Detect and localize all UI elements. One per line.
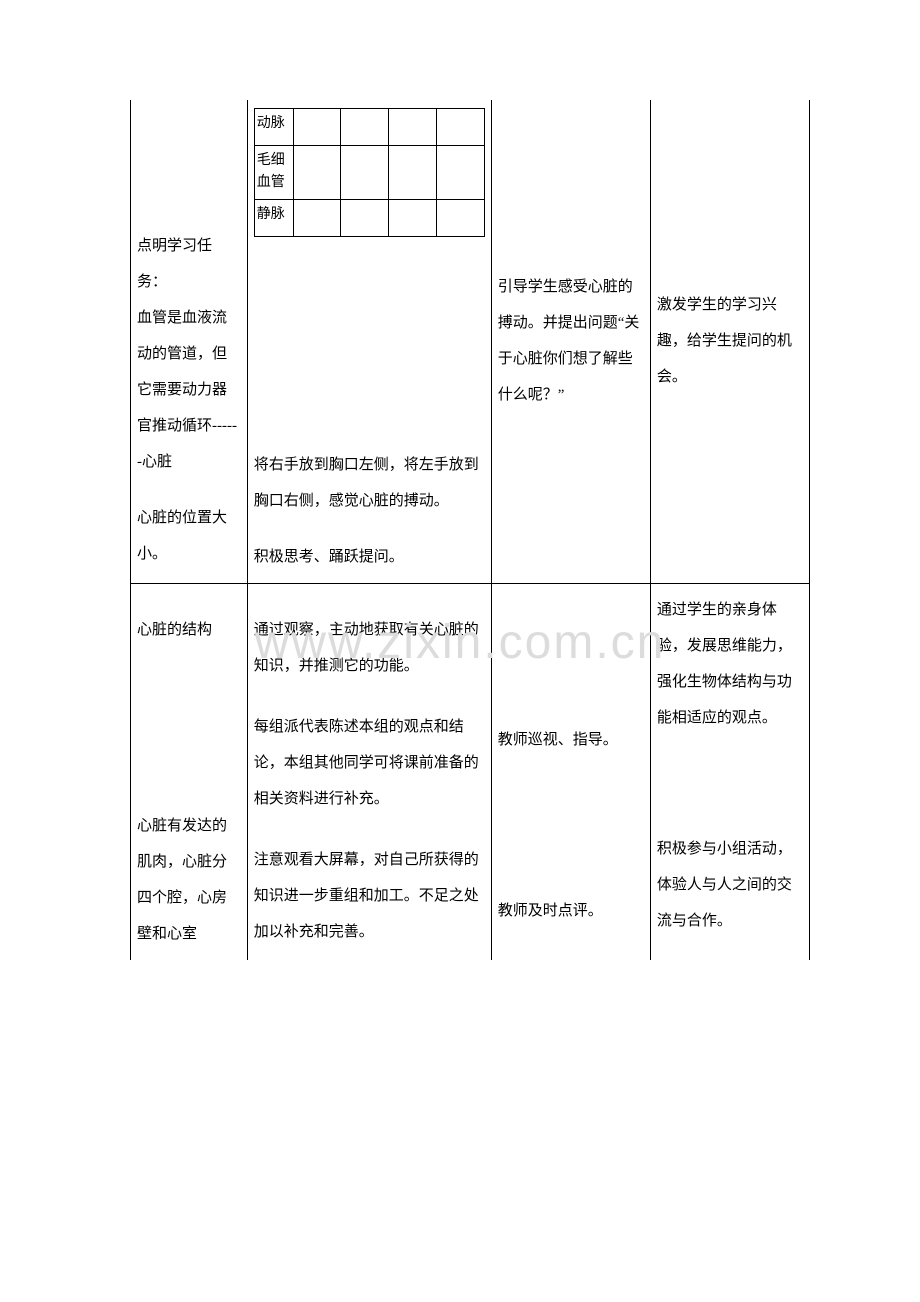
vessel-cell [436,199,484,236]
vessel-cell [436,109,484,146]
cell-student-activity: 通过观察，主动地获取有关心脏的知识，并推测它的功能。 每组派代表陈述本组的观点和… [247,583,491,960]
table-row: 点明学习任务： 血管是血液流动的管道，但它需要动力器官推动循环------心脏 … [131,100,810,583]
vessel-cell [436,146,484,200]
lesson-plan-table: 点明学习任务： 血管是血液流动的管道，但它需要动力器官推动循环------心脏 … [130,100,810,960]
vessel-cell [341,199,389,236]
activity-text: 每组派代表陈述本组的观点和结论，本组其他同学可将课前准备的相关资料进行补充。 [254,709,485,817]
document-page: www.zixin.com.cn 点明学习任务： 血管是血液流动的管道，但它需要… [0,0,920,1000]
cell-teacher-activity: 教师巡视、指导。 教师及时点评。 [491,583,650,960]
vessel-label: 静脉 [254,199,293,236]
activity-text: 将右手放到胸口左侧，将左手放到胸口右侧，感觉心脏的搏动。 [254,447,485,519]
purpose-text: 通过学生的亲身体验，发展思维能力，强化生物体结构与功能相适应的观点。 [657,592,803,736]
vessel-cell [293,146,341,200]
teacher-text: 教师及时点评。 [498,893,644,929]
structure-desc: 心脏有发达的肌肉，心脏分四个腔，心房壁和心室 [137,808,241,952]
objective-desc: 血管是血液流动的管道，但它需要动力器官推动循环------心脏 [137,300,241,480]
cell-purpose: 激发学生的学习兴趣，给学生提问的机会。 [650,100,809,583]
table-row: 毛细血管 [254,146,484,200]
cell-objective: 点明学习任务： 血管是血液流动的管道，但它需要动力器官推动循环------心脏 … [131,100,248,583]
table-row: 动脉 [254,109,484,146]
vessel-cell [341,109,389,146]
vessel-table: 动脉 毛细血管 静脉 [254,108,485,237]
table-row: 静脉 [254,199,484,236]
cell-purpose: 通过学生的亲身体验，发展思维能力，强化生物体结构与功能相适应的观点。 积极参与小… [650,583,809,960]
cell-objective: 心脏的结构 心脏有发达的肌肉，心脏分四个腔，心房壁和心室 [131,583,248,960]
cell-student-activity: 动脉 毛细血管 静脉 [247,100,491,583]
vessel-cell [293,109,341,146]
objective-sub: 心脏的位置大小。 [137,500,241,572]
activity-text: 通过观察，主动地获取有关心脏的知识，并推测它的功能。 [254,612,485,684]
activity-text: 积极思考、踊跃提问。 [254,539,485,575]
vessel-cell [389,146,437,200]
table-row: 心脏的结构 心脏有发达的肌肉，心脏分四个腔，心房壁和心室 通过观察，主动地获取有… [131,583,810,960]
cell-teacher-activity: 引导学生感受心脏的搏动。并提出问题“关于心脏你们想了解些什么呢？” [491,100,650,583]
vessel-cell [389,109,437,146]
vessel-label: 动脉 [254,109,293,146]
activity-text: 注意观看大屏幕，对自己所获得的知识进一步重组和加工。不足之处加以补充和完善。 [254,842,485,950]
vessel-label: 毛细血管 [254,146,293,200]
purpose-text: 激发学生的学习兴趣，给学生提问的机会。 [657,287,803,395]
vessel-cell [293,199,341,236]
purpose-text: 积极参与小组活动，体验人与人之间的交流与合作。 [657,831,803,939]
teacher-text: 教师巡视、指导。 [498,722,644,758]
teacher-text: 引导学生感受心脏的搏动。并提出问题“关于心脏你们想了解些什么呢？” [498,269,644,413]
structure-title: 心脏的结构 [137,612,241,648]
vessel-cell [341,146,389,200]
vessel-cell [389,199,437,236]
objective-title: 点明学习任务： [137,228,241,300]
